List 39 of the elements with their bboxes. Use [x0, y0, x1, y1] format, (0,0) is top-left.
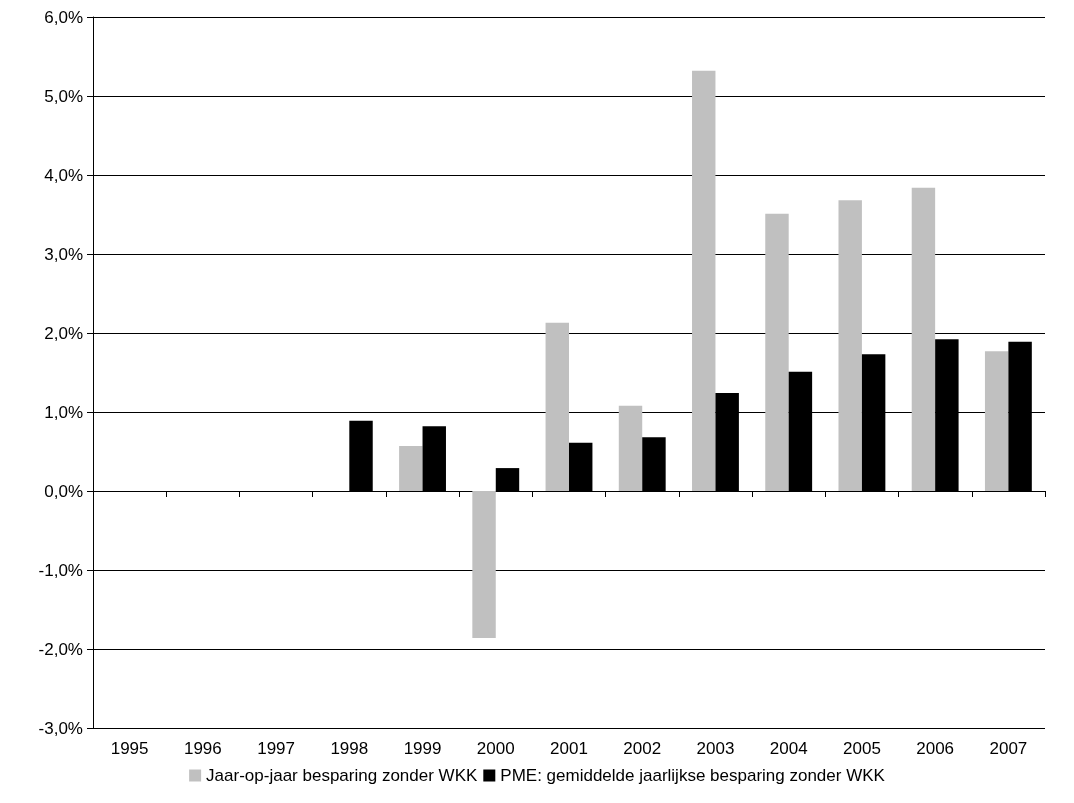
- bar: [765, 213, 789, 491]
- bar: [838, 200, 862, 491]
- legend-label: PME: gemiddelde jaarlijkse besparing zonder WKK: [500, 766, 886, 785]
- y-tick-label: -3,0%: [38, 718, 83, 738]
- legend-label: Jaar-op-jaar besparing zonder WKK: [206, 766, 478, 785]
- y-tick-label: 6,0%: [44, 7, 83, 27]
- bar: [545, 322, 569, 491]
- x-tick-label: 2006: [916, 739, 955, 758]
- bar: [349, 420, 373, 491]
- x-tick-label: 2001: [550, 739, 588, 758]
- bar: [399, 445, 423, 491]
- x-tick-label: 1996: [183, 739, 222, 758]
- y-tick-label: 2,0%: [44, 323, 83, 343]
- bar: [472, 491, 496, 638]
- bar: [495, 468, 520, 491]
- x-tick-label: 2005: [843, 739, 881, 758]
- y-tick-label: -1,0%: [38, 560, 83, 580]
- y-tick-label: 0,0%: [44, 481, 83, 501]
- x-tick-label: 1995: [110, 739, 149, 758]
- x-tick-label: 2007: [989, 739, 1028, 758]
- x-tick-label: 2000: [476, 739, 515, 758]
- y-tick-label: 1,0%: [44, 402, 83, 422]
- bar: [642, 437, 666, 491]
- x-tick-label: 1997: [257, 739, 295, 758]
- y-tick-label: 5,0%: [44, 86, 83, 106]
- x-tick-label: 2002: [623, 739, 662, 758]
- y-tick-label: -2,0%: [38, 639, 83, 659]
- bar: [692, 70, 716, 491]
- x-tick-label: 1998: [330, 739, 369, 758]
- x-tick-label: 1999: [403, 739, 442, 758]
- bar: [618, 405, 643, 491]
- bar: [422, 426, 446, 491]
- bar: [569, 442, 593, 491]
- x-tick-label: 2004: [769, 739, 808, 758]
- bar: [911, 187, 936, 491]
- bar: [984, 351, 1009, 491]
- y-tick-label: 4,0%: [44, 165, 83, 185]
- y-tick-label: 3,0%: [44, 244, 83, 264]
- x-tick-label: 2003: [696, 739, 735, 758]
